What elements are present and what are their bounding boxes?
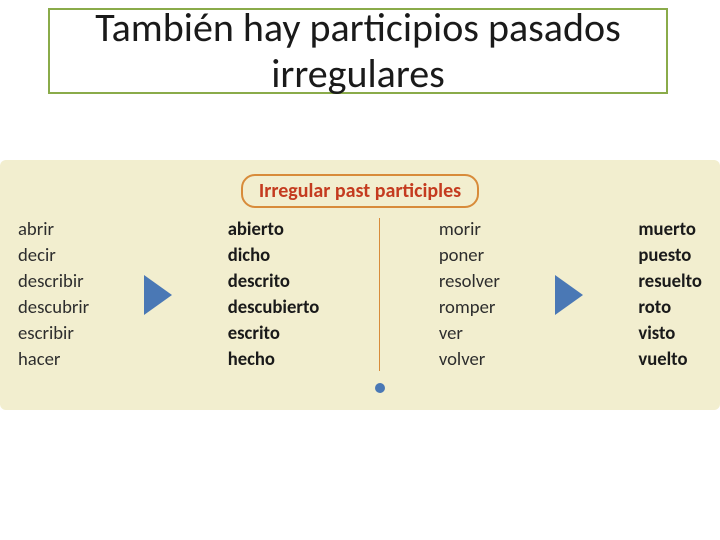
participle-item: roto — [638, 296, 702, 319]
page-title: También hay participios pasados irregula… — [50, 5, 666, 97]
participle-item: muerto — [638, 218, 702, 241]
participle-item: visto — [638, 322, 702, 345]
participle-item: abierto — [228, 218, 320, 241]
right-infinitives: morir poner resolver romper ver volver — [439, 218, 500, 371]
infinitive-item: hacer — [18, 348, 89, 371]
left-infinitives: abrir decir describir descubrir escribir hace… — [18, 218, 89, 371]
title-box: También hay participios pasados irregula… — [48, 8, 668, 94]
participle-item: escrito — [228, 322, 320, 345]
divider-dot-icon — [375, 383, 385, 393]
infographic-panel: Irregular past participles abrir decir des… — [0, 160, 720, 410]
participle-item: descubierto — [228, 296, 320, 319]
subtitle-wrap: Irregular past participles — [12, 174, 708, 208]
infinitive-item: romper — [439, 296, 500, 319]
infinitive-item: poner — [439, 244, 500, 267]
participle-item: resuelto — [638, 270, 702, 293]
subtitle: Irregular past participles — [241, 174, 479, 208]
infinitive-item: decir — [18, 244, 89, 267]
left-participles: abierto dicho descrito descubierto escrito he… — [228, 218, 320, 371]
divider-line — [379, 218, 380, 371]
participle-item: vuelto — [638, 348, 702, 371]
participle-item: dicho — [228, 244, 320, 267]
arrow-icon — [555, 275, 583, 315]
right-participles: muerto puesto resuelto roto visto vuelto — [638, 218, 702, 371]
infinitive-item: escribir — [18, 322, 89, 345]
infinitive-item: describir — [18, 270, 89, 293]
infinitive-item: descubrir — [18, 296, 89, 319]
participle-item: puesto — [638, 244, 702, 267]
infinitive-item: volver — [439, 348, 500, 371]
participle-item: descrito — [228, 270, 320, 293]
participle-item: hecho — [228, 348, 320, 371]
infinitive-item: abrir — [18, 218, 89, 241]
arrow-icon — [144, 275, 172, 315]
infinitive-item: morir — [439, 218, 500, 241]
infinitive-item: resolver — [439, 270, 500, 293]
columns: abrir decir describir descubrir escribir hace… — [12, 218, 708, 371]
infinitive-item: ver — [439, 322, 500, 345]
